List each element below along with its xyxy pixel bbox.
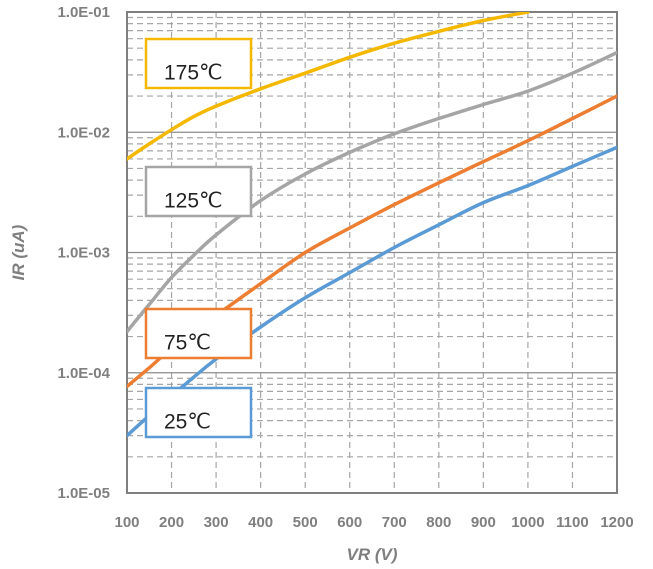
- series-label-text: 175℃: [164, 62, 223, 85]
- series-label-box: [144, 165, 253, 218]
- y-tick-label: 1.0E-01: [57, 4, 110, 21]
- y-tick-label: 1.0E-05: [57, 485, 110, 502]
- y-tick-label: 1.0E-02: [57, 124, 110, 141]
- y-axis-title: IR (uA): [9, 224, 28, 280]
- series-label-0: 175℃: [144, 37, 253, 90]
- y-tick-labels: 1.0E-05 1.0E-04 1.0E-03 1.0E-02 1.0E-01: [57, 4, 110, 502]
- y-tick-label: 1.0E-04: [57, 365, 110, 382]
- x-tick-label: 700: [382, 514, 407, 531]
- series-label-box: [144, 37, 253, 90]
- series-label-3: 25℃: [144, 386, 253, 439]
- series-label-text: 25℃: [164, 411, 211, 434]
- x-axis-title: VR (V): [347, 545, 398, 564]
- x-tick-label: 1100: [556, 514, 589, 531]
- x-tick-label: 300: [204, 514, 229, 531]
- plot-area-frame: [126, 11, 618, 494]
- x-tick-label: 900: [471, 514, 496, 531]
- series-labels: 175℃ 125℃ 75℃ 25℃: [144, 37, 253, 439]
- y-tick-label: 1.0E-03: [57, 245, 110, 262]
- x-tick-label: 200: [159, 514, 184, 531]
- x-tick-label: 600: [337, 514, 362, 531]
- series-label-text: 75℃: [164, 332, 211, 355]
- series-label-box: [144, 386, 253, 439]
- series-label-1: 125℃: [144, 165, 253, 218]
- series-label-text: 125℃: [164, 190, 223, 213]
- x-tick-label: 1000: [511, 514, 544, 531]
- x-tick-label: 400: [248, 514, 273, 531]
- x-tick-label: 100: [114, 514, 139, 531]
- series-line-1: [127, 50, 617, 334]
- series-line-0: [127, 12, 530, 161]
- x-tick-label: 800: [426, 514, 451, 531]
- series-label-box: [144, 307, 253, 360]
- series-label-2: 75℃: [144, 307, 253, 360]
- x-tick-label: 500: [293, 514, 318, 531]
- x-tick-label: 1200: [600, 514, 633, 531]
- x-tick-labels: 100 200 300 400 500 600 700 800 900 1000 1100 1200: [114, 514, 633, 531]
